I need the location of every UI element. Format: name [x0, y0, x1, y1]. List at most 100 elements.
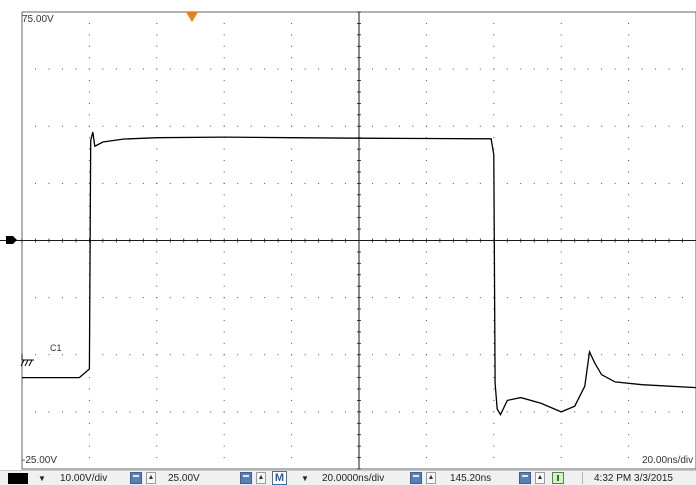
grid-dot [61, 411, 63, 413]
grid-dot [641, 297, 643, 299]
ground-level-marker[interactable] [6, 236, 17, 244]
grid-dot [223, 365, 225, 367]
grid-dot [493, 399, 495, 401]
grid-dot [291, 388, 293, 390]
grid-dot [668, 297, 670, 299]
grid-dot [628, 57, 630, 59]
oscilloscope-display[interactable]: 75.00V -25.00V 20.00ns/div C1 [0, 0, 696, 470]
grid-dot [493, 22, 495, 24]
timebase-value[interactable]: 20.0000ns/div [322, 473, 385, 484]
grid-dot [75, 411, 77, 413]
grid-dot [560, 102, 562, 104]
grid-dot [250, 125, 252, 127]
grid-dot [425, 217, 427, 219]
grid-dot [425, 114, 427, 116]
grid-dot [291, 45, 293, 47]
grid-dot [385, 297, 387, 299]
grid-dot [223, 297, 225, 299]
grid-dot [223, 160, 225, 162]
grid-dot [88, 137, 90, 139]
grid-dot [587, 182, 589, 184]
grid-dot [371, 182, 373, 184]
grid-dot [48, 354, 50, 356]
grid-dot [614, 354, 616, 356]
offset-spin-icon[interactable]: ▲ [256, 472, 266, 484]
channel-dropdown-arrow[interactable]: ▼ [38, 474, 46, 483]
grid-dot [466, 411, 468, 413]
grid-dot [425, 399, 427, 401]
grid-dot [425, 262, 427, 264]
grid-dot [210, 125, 212, 127]
extra-spin-icon[interactable]: ▲ [535, 472, 545, 484]
grid-dot [142, 354, 144, 356]
grid-dot [425, 91, 427, 93]
grid-dot [291, 182, 293, 184]
grid-dot [493, 148, 495, 150]
delay-calculator-icon[interactable] [410, 472, 422, 484]
grid-dot [223, 354, 225, 356]
grid-dot [385, 411, 387, 413]
grid-dot [668, 411, 670, 413]
grid-dot [493, 308, 495, 310]
grid-dot [641, 68, 643, 70]
grid-dot [169, 297, 171, 299]
grid-dot [291, 297, 293, 299]
grid-dot [425, 297, 427, 299]
grid-dot [291, 148, 293, 150]
acquisition-status-icon[interactable] [552, 472, 564, 484]
measure-button[interactable]: M [272, 471, 287, 485]
grid-dot [493, 354, 495, 356]
grid-dot [277, 68, 279, 70]
grid-dot [628, 114, 630, 116]
grid-dot [223, 399, 225, 401]
delay-spin-icon[interactable]: ▲ [426, 472, 436, 484]
grid-dot [223, 228, 225, 230]
grid-dot [277, 297, 279, 299]
extra-calculator-icon[interactable] [519, 472, 531, 484]
grid-dot [479, 411, 481, 413]
grid-dot [628, 68, 630, 70]
grid-dot [560, 22, 562, 24]
grid-dot [88, 57, 90, 59]
grid-dot [223, 308, 225, 310]
vertical-scale-calculator-icon[interactable] [130, 472, 142, 484]
grid-dot [479, 354, 481, 356]
grid-dot [156, 205, 158, 207]
timebase-dropdown-arrow[interactable]: ▼ [301, 474, 309, 483]
vertical-scale-spin-icon[interactable]: ▲ [146, 472, 156, 484]
grid-dot [156, 57, 158, 59]
trigger-position-marker[interactable] [186, 12, 198, 22]
vertical-scale-value[interactable]: 10.00V/div [60, 473, 108, 484]
grid-dot [223, 251, 225, 253]
grid-dot [291, 228, 293, 230]
grid-dot [560, 217, 562, 219]
grid-dot [439, 182, 441, 184]
grid-dot [88, 91, 90, 93]
grid-dot [102, 125, 104, 127]
delay-value[interactable]: 145.20ns [450, 473, 492, 484]
grid-dot [506, 354, 508, 356]
grid-dot [425, 365, 427, 367]
grid-dot [425, 388, 427, 390]
grid-dot [61, 182, 63, 184]
grid-dot [75, 354, 77, 356]
grid-dot [48, 411, 50, 413]
grid-dot [560, 114, 562, 116]
grid-dot [493, 91, 495, 93]
grid-dot [412, 411, 414, 413]
grid-dot [34, 354, 36, 356]
grid-dot [345, 125, 347, 127]
grid-dot [223, 91, 225, 93]
grid-dot [210, 411, 212, 413]
grid-dot [560, 194, 562, 196]
offset-value[interactable]: 25.00V [168, 473, 200, 484]
grid-dot [628, 45, 630, 47]
offset-calculator-icon[interactable] [240, 472, 252, 484]
grid-dot [425, 80, 427, 82]
grid-dot [560, 457, 562, 459]
grid-dot [385, 125, 387, 127]
channel-color-swatch[interactable] [8, 473, 28, 484]
grid-dot [479, 297, 481, 299]
grid-dot [156, 388, 158, 390]
grid-dot [560, 331, 562, 333]
